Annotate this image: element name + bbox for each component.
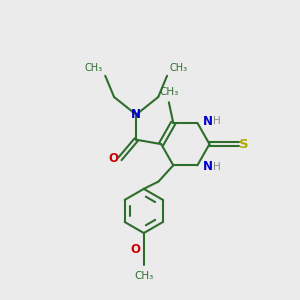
Text: O: O xyxy=(109,152,118,165)
Text: S: S xyxy=(238,138,248,151)
Text: CH₃: CH₃ xyxy=(169,63,188,74)
Text: CH₃: CH₃ xyxy=(134,271,153,281)
Text: CH₃: CH₃ xyxy=(159,87,178,97)
Text: O: O xyxy=(130,243,141,256)
Text: H: H xyxy=(213,116,220,126)
Text: H: H xyxy=(213,162,220,172)
Text: N: N xyxy=(203,115,213,128)
Text: N: N xyxy=(203,160,213,173)
Text: N: N xyxy=(131,108,141,121)
Text: CH₃: CH₃ xyxy=(85,63,103,74)
